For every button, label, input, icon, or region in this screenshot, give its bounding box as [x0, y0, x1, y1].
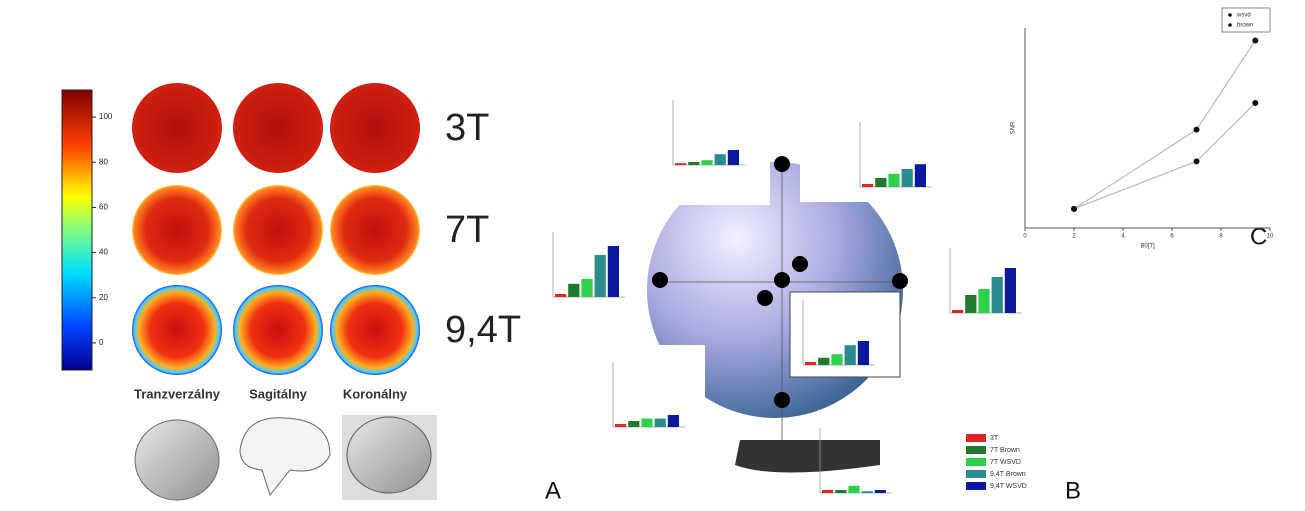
plot-line: [1073, 40, 1256, 210]
plot-point: [1252, 100, 1259, 106]
inset-bar: [568, 283, 580, 297]
inset-bar: [835, 490, 847, 493]
inset-bar: [861, 491, 873, 493]
legend-marker: [1228, 13, 1232, 17]
panel-label: A: [545, 477, 561, 504]
inset-bar: [688, 162, 700, 165]
x-tick-label: 8: [1219, 234, 1223, 240]
plot-legend-label: wsvd: [1236, 13, 1251, 19]
plot-line: [1073, 102, 1256, 210]
x-tick-label: 2: [1072, 234, 1076, 240]
colorbar-tick-label: 100: [99, 112, 113, 121]
snr-map: [233, 83, 323, 173]
plot-legend-label: brown: [1237, 23, 1253, 29]
inset-bar: [615, 424, 627, 427]
legend-swatch: [966, 482, 986, 490]
legend-label: 9,4T Brown: [990, 471, 1026, 478]
x-tick-label: 4: [1121, 234, 1125, 240]
inset-bar: [822, 490, 834, 493]
panel-label: B: [1065, 477, 1081, 504]
plot-point: [1193, 126, 1200, 133]
inset-bar: [901, 169, 913, 187]
colorbar: [61, 89, 93, 371]
x-tick-label: 6: [1170, 234, 1174, 240]
legend-label: 3T: [990, 435, 999, 442]
plot-legend: [1221, 7, 1271, 33]
view-label: Sagitálny: [249, 386, 308, 401]
inset-bar: [874, 490, 886, 493]
inset-bar: [1004, 268, 1016, 313]
legend-marker: [1228, 23, 1232, 27]
x-tick-label: 0: [1023, 234, 1027, 240]
plot-point: [1193, 158, 1200, 165]
colorbar-tick-label: 80: [99, 157, 108, 166]
view-label: Koronálny: [343, 386, 408, 401]
colorbar-tick-label: 60: [99, 203, 108, 212]
legend-swatch: [966, 470, 986, 478]
snr-map: [132, 185, 222, 275]
panel-label: C: [1250, 223, 1267, 250]
inset-bar: [844, 345, 856, 365]
inset-bar: [667, 415, 679, 427]
inset-bar: [952, 310, 964, 313]
field-strength: 9,4T: [445, 309, 521, 351]
inset-bar: [641, 418, 653, 427]
x-axis-label: B0[T]: [1140, 244, 1155, 250]
x-tick-label: 10: [1267, 234, 1274, 240]
snr-map: [330, 185, 420, 275]
plot-point: [1252, 37, 1259, 44]
inset-bar: [555, 294, 567, 297]
inset-bar: [727, 150, 739, 165]
inset-bar: [831, 354, 843, 365]
snr-map: [233, 185, 323, 275]
sphere: [645, 150, 910, 473]
brain-slices: [134, 415, 437, 501]
field-strength: 3T: [445, 107, 489, 149]
inset-bar: [862, 184, 874, 187]
snr-map: [132, 83, 222, 173]
snr-map: [233, 285, 323, 375]
legend-label: 7T WSVD: [990, 459, 1021, 466]
field-strength: 7T: [445, 209, 489, 251]
inset-bar: [978, 289, 990, 313]
inset-bar: [888, 173, 900, 187]
inset-bar: [628, 421, 640, 427]
plot-point: [1071, 205, 1077, 212]
inset-bar: [848, 485, 860, 493]
snr-map: [132, 285, 222, 375]
inset-bar: [875, 178, 887, 187]
inset-bar: [965, 295, 977, 313]
inset-bar: [818, 357, 830, 365]
colorbar-tick-label: 20: [99, 293, 108, 302]
inset-bar: [914, 164, 926, 187]
legend-swatch: [966, 458, 986, 466]
view-label: Tranzverzálny: [134, 386, 221, 401]
inset-bar: [581, 279, 593, 297]
inset-bar: [701, 160, 713, 165]
snr-map: [330, 83, 420, 173]
inset-bar: [675, 163, 687, 165]
inset-bar: [857, 341, 869, 365]
legend-label: 7T Brown: [990, 447, 1020, 454]
colorbar-tick-label: 40: [99, 248, 108, 257]
colorbar-tick-label: 0: [99, 338, 104, 347]
inset-bar: [991, 277, 1003, 313]
inset-bar: [594, 255, 606, 297]
inset-bar: [714, 154, 726, 165]
y-axis-label: SNR: [1011, 121, 1017, 134]
inset-bar: [654, 418, 666, 427]
inset-bar: [805, 362, 817, 365]
legend-swatch: [966, 434, 986, 442]
inset-bar: [607, 246, 619, 297]
legend-label: 9,4T WSVD: [990, 483, 1027, 490]
legend-swatch: [966, 446, 986, 454]
snr-map: [330, 285, 420, 375]
